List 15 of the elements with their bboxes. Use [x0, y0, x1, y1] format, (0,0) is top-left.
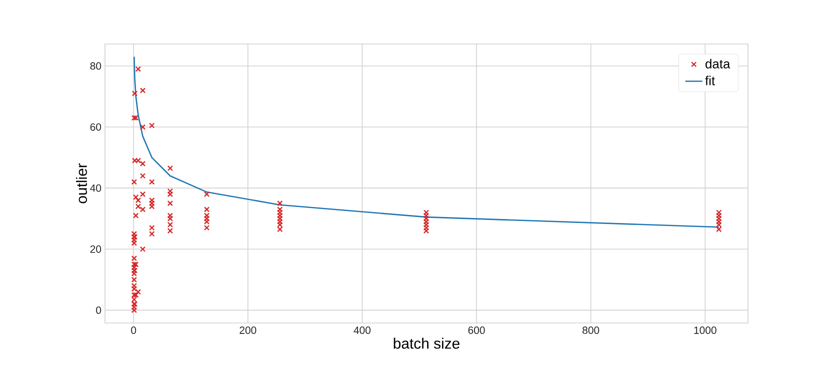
x-tick-label: 400 — [354, 326, 371, 334]
y-tick-label: 60 — [90, 123, 102, 131]
x-tick-label: 200 — [240, 326, 256, 334]
legend-label: fit — [705, 76, 715, 86]
y-tick-label: 80 — [90, 62, 102, 70]
x-tick-label: 0 — [131, 326, 136, 334]
y-axis-title: outlier — [76, 163, 87, 204]
y-tick-label: 0 — [96, 306, 102, 314]
y-tick-label: 40 — [90, 184, 102, 192]
x-tick-label: 600 — [468, 326, 485, 334]
x-tick-label: 800 — [582, 326, 600, 334]
x-axis-title: batch size — [394, 338, 460, 349]
y-tick-label: 20 — [90, 245, 102, 253]
legend-label: data — [706, 58, 730, 68]
x-tick-label: 1000 — [694, 326, 716, 334]
